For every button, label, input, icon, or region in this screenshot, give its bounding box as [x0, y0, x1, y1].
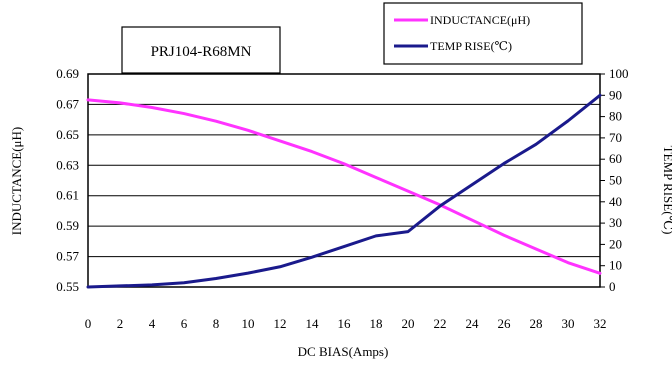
- x-tick-label: 18: [370, 316, 383, 331]
- y-left-tick-label: 0.55: [56, 279, 79, 294]
- y-right-tick-label: 90: [609, 87, 622, 102]
- y-right-tick-label: 70: [609, 130, 622, 145]
- y-right-tick-label: 0: [609, 279, 616, 294]
- x-tick-label: 20: [402, 316, 415, 331]
- x-tick-label: 8: [213, 316, 220, 331]
- x-tick-label: 30: [562, 316, 575, 331]
- legend-label-temp: TEMP RISE(℃): [430, 39, 512, 53]
- y-right-axis-title: TEMP RISE(℃): [661, 146, 672, 235]
- y-right-tick-label: 50: [609, 173, 622, 188]
- y-right-tick-labels: 0 10 20 30 40 50 60 70 80 90 100: [600, 66, 629, 294]
- plot-frame: [87, 73, 601, 288]
- y-right-tick-label: 30: [609, 215, 622, 230]
- y-right-tick-label: 20: [609, 236, 622, 251]
- x-tick-label: 6: [181, 316, 188, 331]
- y-right-tick-label: 80: [609, 109, 622, 124]
- y-right-tick-label: 10: [609, 258, 622, 273]
- y-left-tick-label: 0.57: [56, 249, 79, 264]
- x-axis-title: DC BIAS(Amps): [298, 344, 389, 359]
- x-tick-label: 4: [149, 316, 156, 331]
- x-tick-label: 26: [498, 316, 512, 331]
- y-left-axis-title: INDUCTANCE(μH): [9, 127, 24, 235]
- y-right-tick-label: 40: [609, 194, 622, 209]
- legend-box: [383, 2, 583, 65]
- y-left-tick-label: 0.67: [56, 96, 79, 111]
- x-tick-labels: 0 2 4 6 8 10 12 14 16 18 20 22 24 26 28 30 32: [85, 316, 607, 331]
- y-right-tick-label: 100: [609, 66, 629, 81]
- series-line-temp-rise: [86, 93, 602, 289]
- x-tick-label: 10: [242, 316, 255, 331]
- title-box: [121, 26, 281, 74]
- y-left-tick-label: 0.65: [56, 127, 79, 142]
- x-tick-label: 32: [594, 316, 607, 331]
- x-tick-label: 22: [434, 316, 447, 331]
- grid-lines: [88, 103, 600, 258]
- x-tick-label: 16: [338, 316, 352, 331]
- series-line-inductance: [86, 98, 602, 275]
- series-lines: [86, 93, 602, 289]
- y-left-tick-label: 0.59: [56, 218, 79, 233]
- x-tick-label: 2: [117, 316, 124, 331]
- y-left-tick-label: 0.69: [56, 66, 79, 81]
- x-tick-label: 24: [466, 316, 480, 331]
- y-left-tick-labels: 0.55 0.57 0.59 0.61 0.63 0.65 0.67 0.69: [56, 66, 79, 294]
- x-tick-label: 0: [85, 316, 92, 331]
- legend-label-inductance: INDUCTANCE(μH): [430, 13, 530, 27]
- x-tick-label: 14: [306, 316, 320, 331]
- x-tick-label: 12: [274, 316, 287, 331]
- y-left-tick-label: 0.61: [56, 188, 79, 203]
- y-right-tick-label: 60: [609, 151, 622, 166]
- y-left-tick-label: 0.63: [56, 157, 79, 172]
- x-tick-label: 28: [530, 316, 543, 331]
- chart-title: PRJ104-R68MN: [151, 44, 252, 60]
